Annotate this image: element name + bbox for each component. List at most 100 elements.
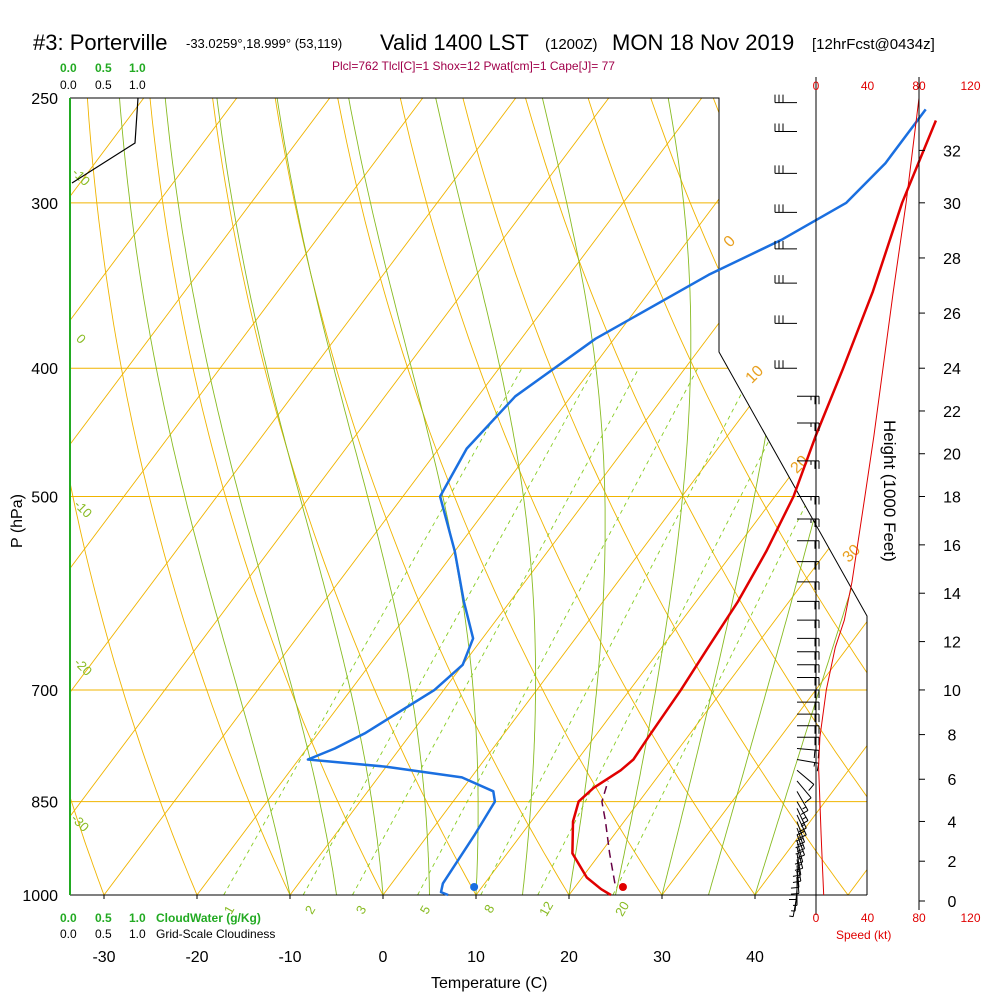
wind-barb-feather: [813, 762, 816, 767]
wind-barb: [795, 821, 805, 846]
cloudiness-trace: [71, 97, 139, 184]
pressure-tick-label: 850: [31, 795, 58, 812]
moist-adiabat-line: [435, 98, 537, 895]
wind-barb: [774, 275, 797, 284]
wind-barb: [796, 814, 807, 839]
wind-barb: [797, 581, 820, 590]
wind-barb: [797, 676, 820, 686]
pressure-tick-label: 300: [31, 196, 58, 213]
moist-adiabat-line: [119, 98, 291, 895]
parcel-path: [601, 780, 616, 884]
wind-barb-staff: [796, 769, 815, 785]
wind-barb-feather: [790, 892, 799, 895]
wind-barb-feather: [797, 857, 802, 860]
wind-barb-feather: [789, 915, 794, 918]
height-tick-label: 12: [943, 635, 961, 652]
speed-tick-bottom: 40: [861, 911, 875, 925]
wind-barb: [774, 360, 797, 369]
speed-tick-bottom: 80: [912, 911, 926, 925]
wind-barb: [774, 240, 797, 250]
moist-adiabat-line: [615, 98, 692, 895]
dewpoint-profile: [306, 108, 927, 897]
isotherm-line: [754, 98, 867, 895]
cloud-bottom-green-0: 0.0: [60, 911, 77, 925]
dry-adiabat-line: [462, 98, 849, 895]
speed-tick-top: 0: [813, 79, 820, 93]
wind-barb-feather: [790, 886, 799, 889]
wind-barb: [797, 689, 820, 698]
pressure-tick-label: 250: [31, 91, 58, 108]
cloud-bottom-black-0: 0.0: [60, 927, 77, 941]
mixing-ratio-line: [352, 367, 640, 895]
pressure-tick-label: 400: [31, 361, 58, 378]
wind-barb-feather: [797, 863, 802, 866]
wind-barb-feather: [796, 870, 801, 873]
wind-barb-feather: [802, 806, 807, 810]
axes-layer: -30 -20 -10 0 10 20 30 40 250 300 400 500 700 850 1000: [22, 91, 764, 966]
wind-barb: [796, 808, 807, 833]
wind-barb-feather: [795, 844, 804, 849]
height-tick-label: 30: [943, 196, 961, 213]
speed-tick-bottom: 120: [960, 911, 980, 925]
isotherm-line: [475, 98, 867, 895]
wind-barb-staff: [796, 780, 812, 799]
wind-barb-feather: [813, 749, 816, 759]
cloud-top-green-2: 1.0: [129, 61, 146, 75]
wind-barb: [774, 315, 797, 324]
wind-barb: [789, 877, 798, 900]
wind-barb-feather: [800, 824, 805, 827]
isotherm-line: [196, 98, 796, 895]
x-axis-title: Temperature (C): [431, 975, 547, 992]
moist-adiabat-line: [541, 98, 606, 895]
wind-barb-staff: [796, 758, 819, 764]
wind-barb: [797, 460, 820, 469]
cloud-bottom-green-1: 0.5: [95, 911, 112, 925]
x-tick-label: 30: [653, 949, 671, 966]
height-tick-label: 28: [943, 251, 961, 268]
x-tick-label: 10: [467, 949, 485, 966]
moist-adiabat-line: [754, 98, 867, 895]
wind-barb: [797, 736, 820, 746]
height-tick-label: 16: [943, 538, 961, 555]
utc-time: (1200Z): [545, 36, 598, 53]
mixing-ratio-label: 12: [536, 899, 556, 919]
wind-barb: [797, 637, 820, 647]
pressure-tick-label: 1000: [22, 888, 58, 905]
pressure-tick-label: 700: [31, 683, 58, 700]
height-axis-title: Height (1000 Feet): [880, 420, 899, 562]
wind-barb: [796, 791, 809, 815]
wind-barb-feather: [798, 834, 807, 839]
dry-adiabat-line: [274, 98, 570, 895]
height-tick-label: 18: [943, 490, 961, 507]
isotherm-line: [103, 98, 703, 895]
moist-adiabat-line: [276, 98, 430, 895]
wind-barb: [797, 600, 820, 610]
moist-adiabat-line: [216, 98, 384, 895]
x-tick-label: -30: [92, 949, 115, 966]
height-tick-label: 22: [943, 404, 961, 421]
surface-temperature-marker: [618, 883, 627, 891]
cloud-bottom-black-2: 1.0: [129, 927, 146, 941]
wind-barb: [797, 518, 820, 528]
indices-line: Plcl=762 Tlcl[C]=1 Shox=12 Pwat[cm]=1 Ca…: [332, 59, 615, 73]
wind-barb-feather: [794, 867, 803, 871]
cloud-bottom-green-2: 1.0: [129, 911, 146, 925]
moist-adiabat-line: [348, 98, 479, 895]
wind-barb-feather: [802, 816, 807, 820]
dry-adiabat-line: [149, 98, 384, 895]
height-tick-label: 14: [943, 586, 961, 603]
wind-barb: [797, 664, 820, 673]
wind-barb-feather: [796, 876, 801, 879]
height-tick-label: 20: [943, 447, 961, 464]
wind-barb: [797, 651, 820, 660]
isotherm-line: [70, 98, 331, 895]
x-tick-label: -20: [185, 949, 208, 966]
mixing-ratio-label: 20: [612, 899, 632, 919]
wind-barb: [796, 780, 812, 804]
wind-barb-feather: [795, 837, 804, 842]
cloudiness-label: Grid-Scale Cloudiness: [156, 927, 275, 941]
dry-adiabat-line: [70, 98, 105, 895]
wind-barb: [796, 801, 809, 826]
wind-barb: [774, 204, 797, 213]
wind-barb: [797, 619, 820, 629]
